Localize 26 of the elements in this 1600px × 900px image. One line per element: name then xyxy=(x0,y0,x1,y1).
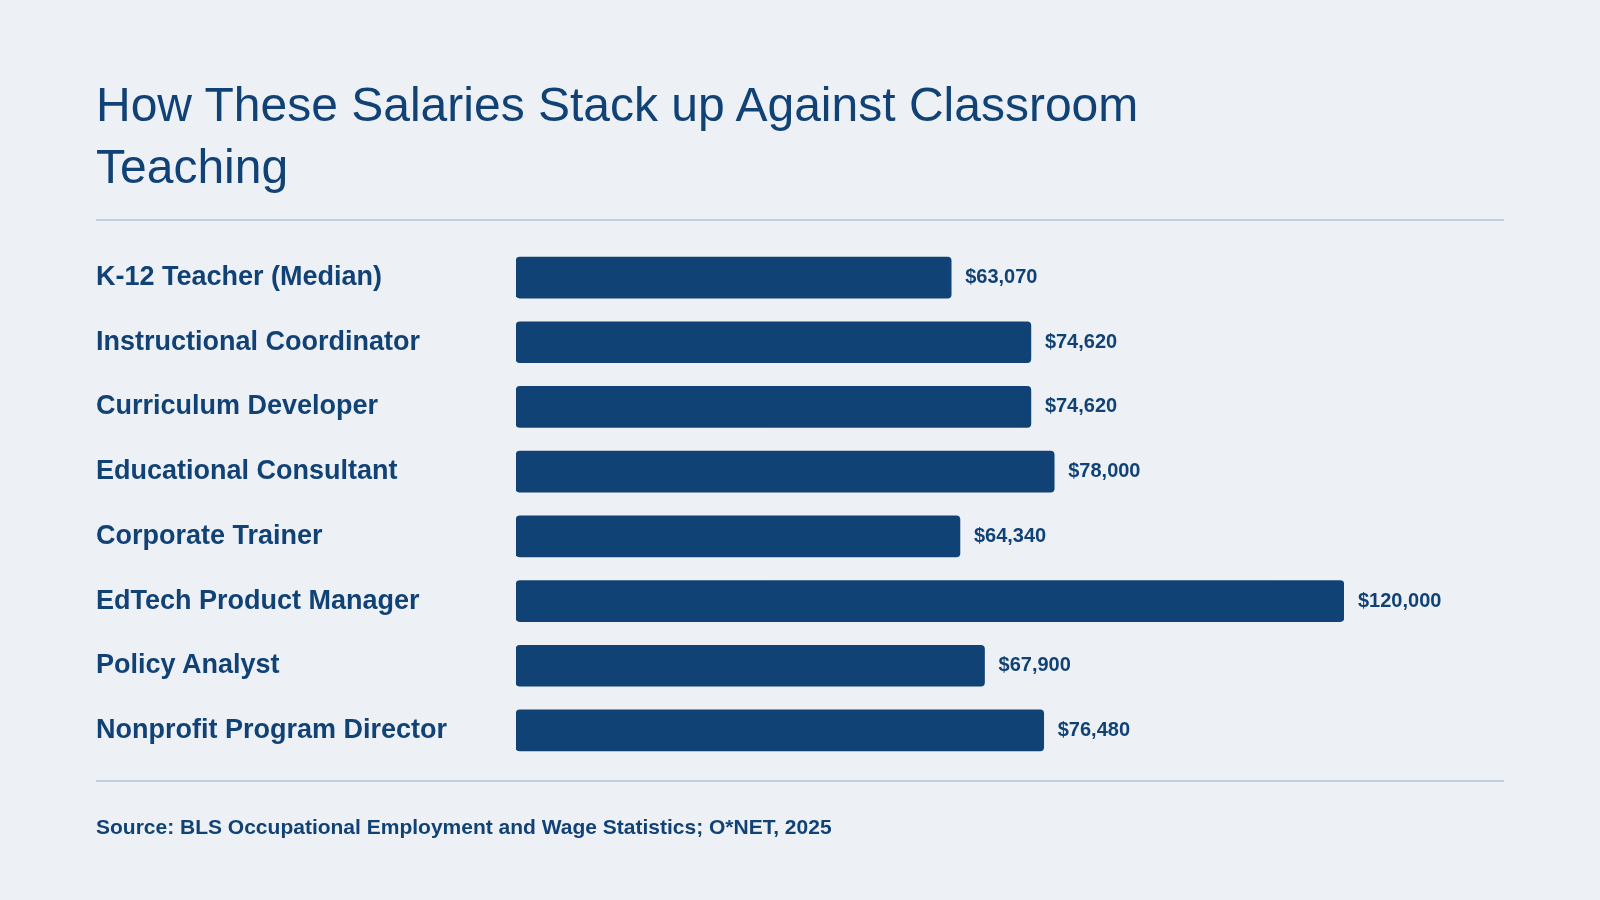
data-label: $76,480 xyxy=(1057,717,1131,740)
bar xyxy=(516,386,1032,428)
source-note: Source: BLS Occupational Employment and Wage Statistics; O*NET, 2025 xyxy=(96,815,832,839)
chart-title: How These Salaries Stack up Against Classroom Teaching xyxy=(96,77,1140,195)
data-label: $64,340 xyxy=(973,523,1047,546)
bar xyxy=(516,709,1045,752)
bar xyxy=(516,515,961,558)
y-tick-label: EdTech Product Manager xyxy=(96,584,421,615)
bar xyxy=(516,644,985,687)
data-label: $67,900 xyxy=(998,653,1071,676)
data-label: $120,000 xyxy=(1358,588,1442,611)
bar xyxy=(516,580,1344,622)
y-tick-label: K-12 Teacher (Median) xyxy=(96,261,383,291)
y-tick-label: Nonprofit Program Director xyxy=(96,713,448,744)
bar xyxy=(516,321,1032,364)
y-tick-label: Educational Consultant xyxy=(96,455,398,486)
data-label: $78,000 xyxy=(1068,459,1141,482)
y-tick-label: Corporate Trainer xyxy=(96,519,324,550)
y-tick-label: Policy Analyst xyxy=(96,649,280,680)
y-tick-label: Instructional Coordinator xyxy=(96,325,421,356)
data-label: $74,620 xyxy=(1044,329,1118,352)
y-tick-label: Curriculum Developer xyxy=(96,390,379,421)
data-label: $63,070 xyxy=(965,265,1038,288)
bar xyxy=(516,256,952,299)
bar xyxy=(516,450,1055,493)
data-label: $74,620 xyxy=(1044,394,1118,417)
